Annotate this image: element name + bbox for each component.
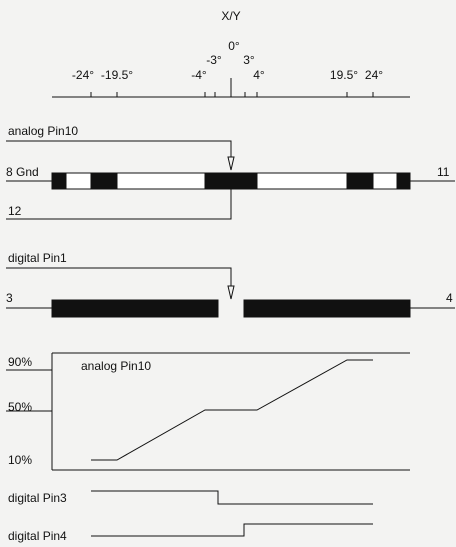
- analog-output-curve: [91, 360, 373, 460]
- scale-tick-label: -24°: [72, 68, 94, 82]
- scale-tick-label: 0°: [228, 39, 240, 53]
- analog-track-label: analog Pin10: [8, 124, 78, 138]
- digital-pin-lead: [6, 268, 231, 286]
- analog-right-label: 11: [437, 165, 450, 179]
- digital-segment-left: [52, 300, 218, 317]
- digital-left-label: 3: [6, 291, 13, 305]
- analog-bottom-lead: [6, 189, 231, 219]
- signal-label: digital Pin3: [8, 491, 67, 505]
- graph-title: analog Pin10: [81, 359, 151, 373]
- scale-tick-label: -4°: [191, 68, 207, 82]
- scale-tick-label: 3°: [243, 53, 255, 67]
- scale-tick-label: -3°: [206, 53, 222, 67]
- scale-title: X/Y: [221, 9, 240, 23]
- scale-tick-label: 4°: [253, 68, 265, 82]
- analog-code-track: [52, 173, 410, 189]
- analog-left-label: 8 Gnd: [6, 165, 39, 179]
- digital-track-label: digital Pin1: [8, 251, 67, 265]
- scale-tick-label: 24°: [365, 68, 383, 82]
- digital-pin3-signal: [91, 491, 373, 504]
- scale-tick-label: 19.5°: [330, 68, 358, 82]
- signal-label: digital Pin4: [8, 529, 67, 543]
- digital-segment-right: [244, 300, 410, 317]
- analog-pin-lead: [6, 141, 231, 157]
- digital-right-label: 4: [446, 291, 453, 305]
- graph-y-label: 90%: [8, 355, 32, 369]
- digital-pin4-signal: [91, 524, 373, 536]
- pointer-arrow-icon: [228, 286, 234, 299]
- pointer-arrow-icon: [228, 157, 234, 170]
- graph-y-label: 10%: [8, 453, 32, 467]
- graph-y-label: 50%: [8, 400, 32, 414]
- scale-tick-label: -19.5°: [101, 68, 133, 82]
- analog-bottom-label: 12: [8, 204, 22, 218]
